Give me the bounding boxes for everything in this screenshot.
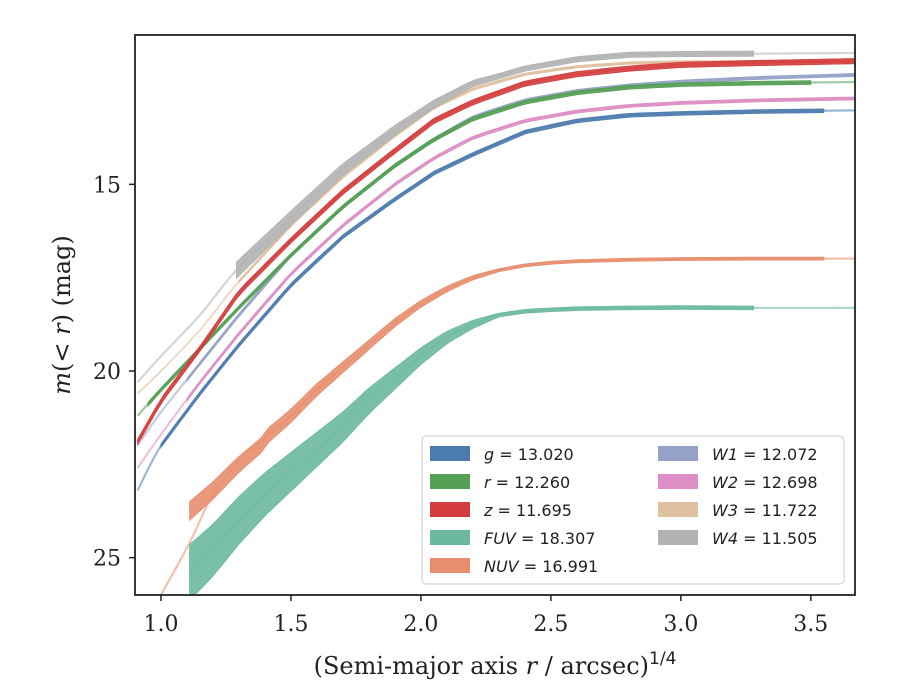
series-z [136, 58, 855, 447]
series-band-r [147, 80, 812, 408]
legend-item-g: g = 13.020 [430, 445, 574, 464]
legend-label: g = 13.020 [484, 445, 574, 464]
legend-swatch [430, 558, 470, 573]
ticks-layer: 1.0 1.5 2.0 2.5 3.0 3.5 15 20 25 [93, 173, 828, 637]
legend-label: W1 = 12.072 [712, 445, 818, 464]
series-nuv [160, 256, 855, 595]
legend-item-z: z = 11.695 [430, 501, 572, 520]
series-band-nuv [189, 256, 825, 522]
legend-label: W4 = 11.505 [712, 529, 818, 548]
legend-label: r = 12.260 [484, 473, 570, 492]
x-tick-label: 1.0 [143, 612, 178, 637]
x-tick-label: 2.0 [403, 612, 438, 637]
legend-item-nuv: NUV = 16.991 [430, 557, 598, 576]
x-tick-label: 3.5 [793, 612, 828, 637]
y-axis-title: m(< r) (mag) [48, 235, 76, 395]
legend-label: NUV = 16.991 [484, 557, 598, 576]
series-r [136, 80, 855, 417]
x-tick-label: 2.5 [533, 612, 568, 637]
x-axis-title: (Semi-major axis r / arcsec)1/4 [314, 649, 677, 680]
y-tick-label: 15 [93, 173, 121, 198]
series-fuv [188, 305, 855, 595]
legend-item-r: r = 12.260 [430, 473, 570, 492]
legend-label: FUV = 18.307 [484, 529, 595, 548]
y-tick-label: 25 [93, 547, 121, 572]
legend-swatch [658, 530, 698, 545]
x-tick-label: 1.5 [273, 612, 308, 637]
series-g [136, 108, 855, 491]
legend-item-w1: W1 = 12.072 [658, 445, 818, 464]
legend-item-fuv: FUV = 18.307 [430, 529, 595, 548]
legend-swatch [658, 502, 698, 517]
legend-swatch [430, 502, 470, 517]
plot-frame [134, 34, 856, 596]
legend-item-w3: W3 = 11.722 [658, 501, 818, 520]
series-layer [136, 50, 855, 595]
series-band-fuv [189, 305, 755, 595]
series-w4 [136, 50, 855, 383]
series-band-z [137, 58, 855, 447]
series-band-w4 [235, 50, 755, 280]
legend-swatch [430, 530, 470, 545]
legend-swatch [430, 474, 470, 489]
legend-item-w4: W4 = 11.505 [658, 529, 818, 548]
legend-swatch [658, 446, 698, 461]
x-tick-label: 3.0 [663, 612, 698, 637]
series-band-g [160, 108, 825, 449]
legend-swatch [658, 474, 698, 489]
legend-label: W2 = 12.698 [712, 473, 818, 492]
legend-swatch [430, 446, 470, 461]
series-band-w2 [186, 96, 855, 403]
y-tick-label: 20 [93, 360, 121, 385]
legend-box [421, 435, 845, 585]
legend-item-w2: W2 = 12.698 [658, 473, 818, 492]
legend-label: z = 11.695 [483, 501, 572, 520]
legend: g = 13.020 r = 12.260 z = 11.695 FUV = 18.3… [421, 435, 845, 585]
legend-label: W3 = 11.722 [712, 501, 818, 520]
series-w2 [136, 96, 855, 469]
